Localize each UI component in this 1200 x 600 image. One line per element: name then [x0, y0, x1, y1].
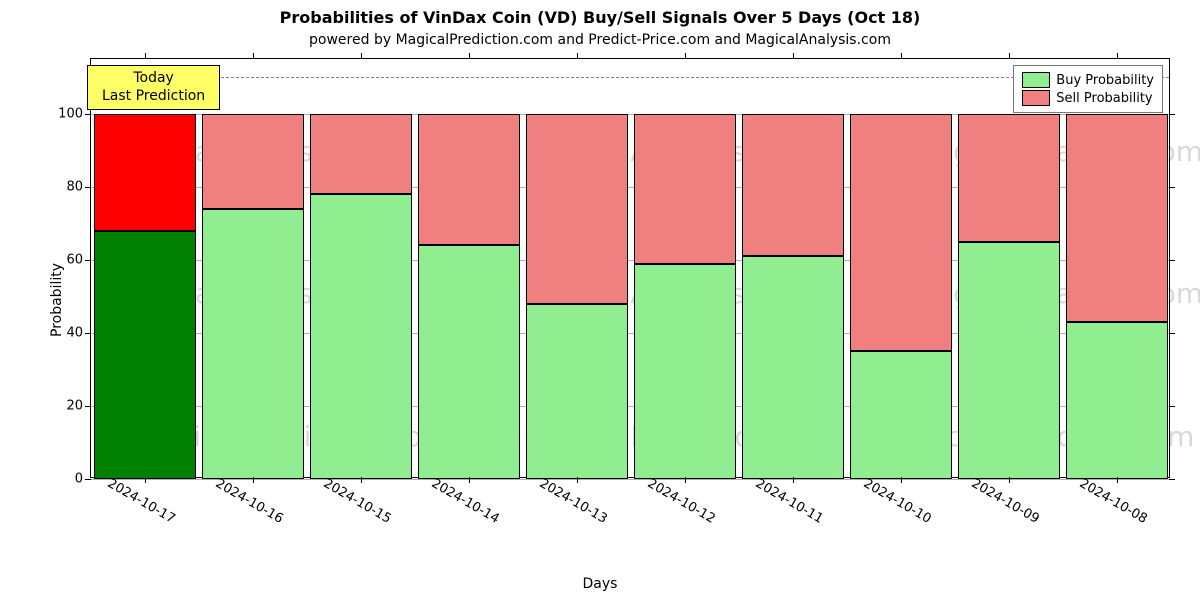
x-tick-label: 2024-10-14 [429, 476, 502, 527]
bar-buy [958, 242, 1060, 479]
x-tick-label: 2024-10-10 [861, 476, 934, 527]
bar-buy [94, 231, 196, 479]
y-tick-mark [85, 114, 91, 115]
y-tick-mark [85, 479, 91, 480]
x-tick-mark [1117, 53, 1118, 59]
x-tick-mark [793, 53, 794, 59]
x-tick-mark [901, 53, 902, 59]
y-tick-mark [85, 333, 91, 334]
y-tick-mark [85, 187, 91, 188]
x-tick-mark [1117, 477, 1118, 483]
x-tick-label: 2024-10-09 [969, 476, 1042, 527]
y-tick-label: 0 [75, 472, 83, 487]
y-tick-mark [1169, 114, 1175, 115]
x-tick-mark [253, 477, 254, 483]
x-tick-mark [793, 477, 794, 483]
bar-buy [526, 304, 628, 479]
today-annotation: TodayLast Prediction [87, 65, 220, 110]
bar-sell [1066, 114, 1168, 322]
legend-label: Buy Probability [1056, 73, 1154, 88]
legend-swatch-icon [1022, 90, 1050, 106]
bar-sell [418, 114, 520, 245]
y-tick-label: 20 [66, 398, 83, 413]
y-tick-label: 100 [58, 106, 83, 121]
y-tick-label: 60 [66, 252, 83, 267]
bar-sell [634, 114, 736, 264]
y-tick-mark [1169, 260, 1175, 261]
chart-title: Probabilities of VinDax Coin (VD) Buy/Se… [0, 8, 1200, 27]
chart-subtitle: powered by MagicalPrediction.com and Pre… [0, 32, 1200, 48]
x-tick-label: 2024-10-11 [753, 476, 826, 527]
x-tick-mark [685, 53, 686, 59]
x-tick-mark [1009, 477, 1010, 483]
x-tick-label: 2024-10-15 [321, 476, 394, 527]
y-tick-mark [85, 406, 91, 407]
legend-swatch-icon [1022, 72, 1050, 88]
bar-sell [742, 114, 844, 256]
bar-buy [1066, 322, 1168, 479]
plot-area: 020406080100MagicalAnalysis.comMagicalAn… [90, 58, 1170, 478]
x-tick-mark [577, 477, 578, 483]
bar-buy [850, 351, 952, 479]
x-tick-label: 2024-10-16 [213, 476, 286, 527]
x-tick-mark [361, 53, 362, 59]
legend-item-buy: Buy Probability [1022, 72, 1154, 88]
bar-buy [202, 209, 304, 479]
bar-buy [418, 245, 520, 479]
bar-sell [202, 114, 304, 209]
bar-sell [310, 114, 412, 194]
x-tick-mark [361, 477, 362, 483]
reference-line [91, 77, 1169, 78]
legend-label: Sell Probability [1056, 91, 1152, 106]
x-tick-mark [145, 53, 146, 59]
x-tick-mark [685, 477, 686, 483]
bar-sell [526, 114, 628, 304]
y-tick-mark [1169, 406, 1175, 407]
x-tick-label: 2024-10-13 [537, 476, 610, 527]
y-axis-label: Probability [49, 263, 65, 337]
x-tick-mark [253, 53, 254, 59]
x-tick-label: 2024-10-12 [645, 476, 718, 527]
y-tick-mark [85, 260, 91, 261]
bar-sell [958, 114, 1060, 242]
x-tick-mark [469, 53, 470, 59]
y-tick-mark [1169, 479, 1175, 480]
today-annotation-line1: Today [102, 70, 205, 88]
bar-buy [634, 264, 736, 479]
x-tick-mark [577, 53, 578, 59]
bar-buy [310, 194, 412, 479]
x-tick-label: 2024-10-08 [1077, 476, 1150, 527]
x-tick-label: 2024-10-17 [105, 476, 178, 527]
x-tick-mark [901, 477, 902, 483]
y-tick-mark [1169, 333, 1175, 334]
bar-buy [742, 256, 844, 479]
x-axis-label: Days [0, 576, 1200, 592]
legend-item-sell: Sell Probability [1022, 90, 1154, 106]
bar-sell [94, 114, 196, 231]
y-tick-label: 40 [66, 325, 83, 340]
x-tick-mark [145, 477, 146, 483]
x-tick-mark [469, 477, 470, 483]
legend: Buy Probability Sell Probability [1013, 65, 1163, 113]
today-annotation-line2: Last Prediction [102, 88, 205, 106]
y-tick-label: 80 [66, 179, 83, 194]
y-tick-mark [1169, 187, 1175, 188]
bar-sell [850, 114, 952, 351]
x-tick-mark [1009, 53, 1010, 59]
chart-container: Probabilities of VinDax Coin (VD) Buy/Se… [0, 0, 1200, 600]
